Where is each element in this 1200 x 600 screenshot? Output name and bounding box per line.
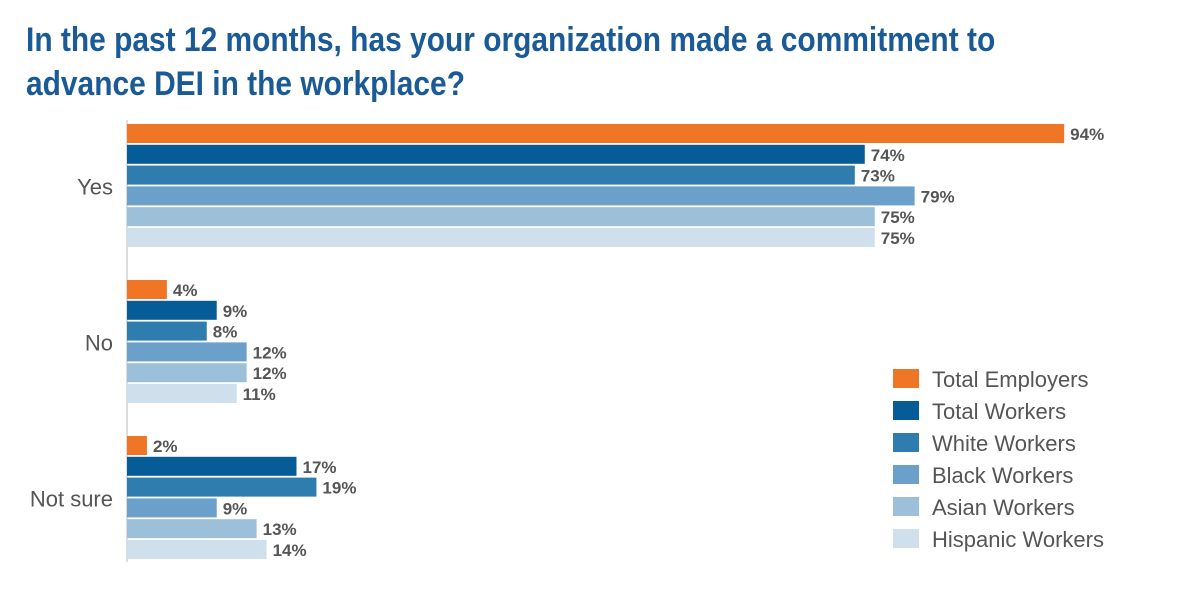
- category-label: Yes: [77, 174, 113, 199]
- legend-swatch: [893, 433, 919, 452]
- legend: Total Employers Total Workers White Worker…: [893, 367, 1104, 552]
- data-label: 8%: [213, 323, 238, 342]
- legend-label: Asian Workers: [932, 495, 1075, 520]
- data-label: 75%: [881, 208, 915, 227]
- bar: [127, 363, 247, 383]
- legend-label: Total Workers: [932, 399, 1066, 424]
- bar: [127, 498, 217, 518]
- bar: [127, 456, 297, 476]
- bar: [127, 519, 257, 539]
- bar: [127, 186, 915, 206]
- bar: [127, 228, 875, 247]
- data-label: 17%: [302, 458, 336, 477]
- data-label: 75%: [881, 229, 915, 248]
- bar: [127, 165, 855, 185]
- bar: [127, 477, 317, 497]
- data-label: 94%: [1070, 125, 1104, 144]
- bar: [127, 207, 875, 227]
- data-label: 79%: [921, 187, 955, 206]
- chart-title: In the past 12 months, has your organiza…: [26, 21, 996, 103]
- bar: [127, 384, 237, 403]
- data-label: 74%: [871, 146, 905, 165]
- legend-swatch: [893, 529, 919, 548]
- bar: [127, 540, 267, 559]
- bar: [127, 321, 207, 341]
- data-label: 73%: [861, 167, 895, 186]
- bar: [127, 144, 865, 164]
- data-label: 4%: [173, 281, 198, 300]
- value-labels: 94% 74% 73% 79% 75% 75% 4% 9% 8% 12% 12% 11% 2% 17% 19…: [153, 125, 1104, 560]
- data-label: 12%: [253, 343, 287, 362]
- bar: [127, 124, 1065, 143]
- data-label: 19%: [322, 479, 356, 498]
- legend-label: White Workers: [932, 431, 1076, 456]
- legend-swatch: [893, 369, 919, 388]
- data-label: 2%: [153, 437, 178, 456]
- bars: [127, 124, 1065, 559]
- data-label: 12%: [253, 364, 287, 383]
- category-label: Not sure: [30, 486, 113, 511]
- legend-label: Total Employers: [932, 367, 1089, 392]
- data-label: 11%: [243, 385, 276, 404]
- data-label: 9%: [223, 499, 248, 518]
- data-label: 9%: [223, 302, 248, 321]
- legend-swatch: [893, 401, 919, 420]
- legend-swatch: [893, 465, 919, 484]
- legend-label: Black Workers: [932, 463, 1073, 488]
- bar: [127, 342, 247, 362]
- category-label: No: [85, 330, 113, 355]
- data-label: 13%: [263, 520, 297, 539]
- category-labels: Yes No Not sure: [30, 174, 113, 511]
- legend-label: Hispanic Workers: [932, 527, 1104, 552]
- bar: [127, 436, 147, 455]
- bar: [127, 300, 217, 320]
- data-label: 14%: [273, 541, 307, 560]
- bar: [127, 280, 167, 299]
- legend-swatch: [893, 497, 919, 516]
